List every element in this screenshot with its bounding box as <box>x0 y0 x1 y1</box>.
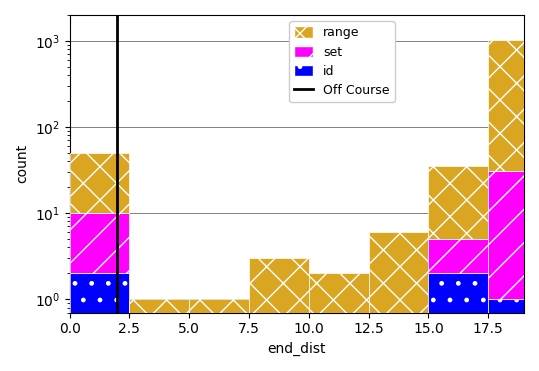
Bar <box>488 299 524 371</box>
Bar <box>249 258 309 371</box>
Bar <box>129 299 189 371</box>
Bar <box>488 40 524 171</box>
Bar <box>70 153 129 213</box>
Bar <box>70 213 129 273</box>
Bar <box>488 171 524 299</box>
Bar <box>189 299 249 371</box>
X-axis label: end_dist: end_dist <box>267 342 326 356</box>
Bar <box>369 232 429 371</box>
Bar <box>70 273 129 371</box>
Bar <box>429 273 488 371</box>
Y-axis label: count: count <box>15 144 29 183</box>
Bar <box>429 239 488 273</box>
Bar <box>429 166 488 239</box>
Bar <box>309 273 369 371</box>
Legend: range, set, id, Off Course: range, set, id, Off Course <box>289 21 395 102</box>
